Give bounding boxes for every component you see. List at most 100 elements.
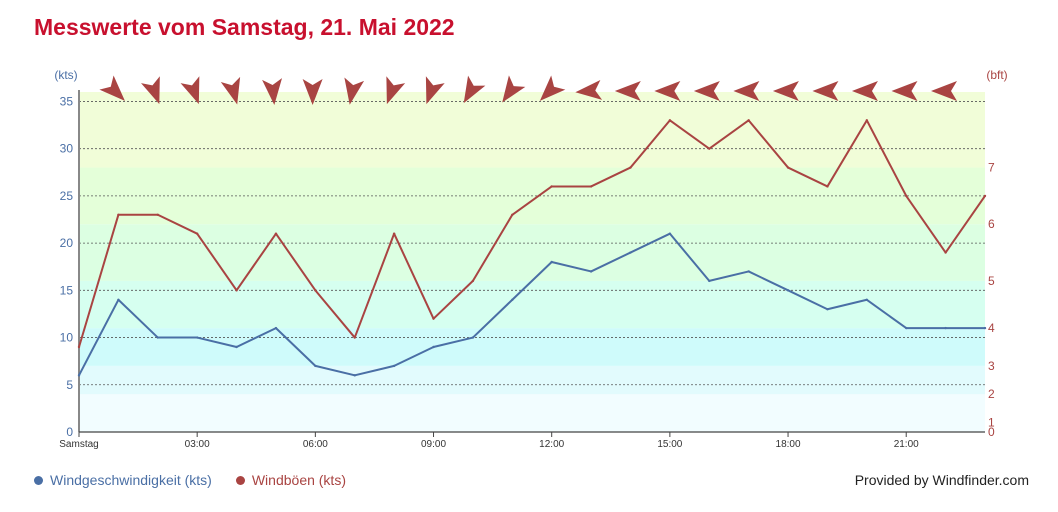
series-line-speed bbox=[78, 232, 985, 377]
data-point-speed bbox=[589, 270, 593, 273]
data-point-speed bbox=[747, 270, 750, 273]
x-tick-label: 03:00 bbox=[185, 439, 210, 450]
data-point-speed bbox=[156, 336, 159, 339]
data-point-speed bbox=[905, 326, 908, 330]
bft-tick-label: 5 bbox=[988, 274, 995, 288]
data-point-speed bbox=[708, 279, 711, 283]
data-point-gusts bbox=[156, 213, 159, 216]
x-tick-label: 12:00 bbox=[539, 439, 564, 450]
wind-arrow-shape bbox=[614, 81, 641, 101]
data-point-speed bbox=[550, 260, 553, 264]
wind-arrow-shape bbox=[891, 81, 918, 101]
background-band bbox=[79, 394, 985, 432]
data-point-gusts bbox=[274, 232, 278, 235]
background-band bbox=[79, 224, 985, 281]
data-point-speed bbox=[314, 364, 317, 368]
wind-arrow-icon bbox=[302, 79, 323, 105]
wind-arrow-shape bbox=[812, 81, 839, 101]
wind-arrow-shape bbox=[386, 76, 406, 105]
bft-tick-label: 0 bbox=[988, 425, 995, 439]
data-point-gusts bbox=[944, 251, 947, 254]
wind-arrow-shape bbox=[502, 75, 526, 103]
wind-arrow-shape bbox=[302, 79, 323, 105]
wind-arrow-shape bbox=[220, 76, 241, 105]
legend-item-speed[interactable]: Windgeschwindigkeit (kts) bbox=[34, 472, 212, 488]
data-point-speed bbox=[274, 326, 278, 330]
data-point-gusts bbox=[629, 166, 632, 169]
wind-arrow-icon bbox=[141, 76, 160, 105]
data-point-speed bbox=[511, 298, 514, 301]
data-point-gusts bbox=[117, 213, 120, 216]
data-point-speed bbox=[353, 374, 356, 377]
background-band bbox=[79, 92, 985, 168]
data-point-speed bbox=[77, 374, 81, 377]
data-point-speed bbox=[195, 336, 199, 339]
wind-arrow-shape bbox=[851, 81, 878, 101]
wind-arrow-icon bbox=[220, 76, 241, 105]
wind-arrow-shape bbox=[99, 75, 125, 101]
data-point-gusts bbox=[826, 185, 829, 188]
background-band bbox=[79, 280, 985, 329]
data-point-speed bbox=[432, 345, 435, 349]
data-point-speed bbox=[944, 326, 947, 330]
wind-arrow-shape bbox=[575, 79, 603, 100]
bft-tick-label: 2 bbox=[988, 387, 995, 401]
data-point-gusts bbox=[747, 119, 750, 122]
wind-arrow-icon bbox=[425, 76, 445, 105]
wind-arrow-icon bbox=[463, 75, 486, 104]
wind-arrow-icon bbox=[99, 75, 125, 101]
data-point-gusts bbox=[786, 166, 790, 169]
data-point-gusts bbox=[77, 345, 81, 349]
wind-arrow-icon bbox=[851, 81, 878, 101]
y-tick-label: 25 bbox=[60, 189, 74, 203]
wind-arrow-shape bbox=[931, 81, 957, 101]
y-tick-label: 15 bbox=[60, 283, 74, 297]
background-band bbox=[79, 365, 985, 395]
bft-tick-label: 6 bbox=[988, 217, 995, 231]
wind-arrow-icon bbox=[344, 77, 365, 105]
x-tick-label: 06:00 bbox=[303, 439, 328, 450]
wind-arrow-shape bbox=[772, 81, 799, 101]
wind-arrow-shape bbox=[539, 75, 566, 101]
data-point-gusts bbox=[195, 232, 199, 235]
wind-arrow-shape bbox=[654, 81, 681, 101]
y-tick-label: 30 bbox=[60, 142, 74, 156]
wind-arrow-shape bbox=[425, 76, 445, 105]
background-band bbox=[79, 328, 985, 366]
data-point-speed bbox=[471, 336, 475, 339]
data-point-gusts bbox=[511, 213, 514, 216]
y-tick-label: 5 bbox=[66, 378, 73, 392]
wind-arrow-icon bbox=[772, 81, 799, 101]
wind-arrow-shape bbox=[693, 81, 720, 101]
legend-dot-speed-icon bbox=[34, 475, 43, 485]
data-point-gusts bbox=[983, 194, 987, 198]
data-point-speed bbox=[235, 345, 238, 349]
data-point-speed bbox=[117, 298, 120, 301]
wind-arrow-icon bbox=[693, 81, 720, 101]
data-point-speed bbox=[865, 298, 869, 301]
wind-arrow-icon bbox=[614, 81, 641, 101]
bft-tick-label: 3 bbox=[988, 359, 995, 373]
bft-tick-label: 4 bbox=[988, 321, 995, 335]
data-point-gusts bbox=[905, 194, 908, 198]
wind-arrow-shape bbox=[141, 76, 160, 105]
legend-dot-gusts-icon bbox=[235, 475, 245, 485]
legend-label-gusts: Windböen (kts) bbox=[251, 472, 346, 488]
data-point-gusts bbox=[471, 279, 475, 283]
series-line-gusts bbox=[78, 119, 986, 348]
wind-arrow-icon bbox=[180, 76, 200, 105]
wind-arrow-icon bbox=[812, 81, 839, 101]
wind-arrow-icon bbox=[575, 79, 603, 100]
x-tick-label: 18:00 bbox=[776, 439, 801, 450]
wind-arrow-shape bbox=[733, 81, 760, 101]
y-tick-label: 10 bbox=[60, 331, 74, 345]
data-point-gusts bbox=[432, 317, 435, 320]
data-point-gusts bbox=[865, 119, 869, 122]
wind-arrow-icon bbox=[733, 81, 760, 101]
data-point-speed bbox=[826, 308, 829, 311]
data-point-speed bbox=[629, 251, 632, 254]
legend-item-gusts[interactable]: Windböen (kts) bbox=[235, 472, 346, 488]
data-point-gusts bbox=[353, 336, 356, 339]
provider-credit: Provided by Windfinder.com bbox=[854, 472, 1029, 488]
legend: Windgeschwindigkeit (kts) Windböen (kts) bbox=[34, 472, 346, 488]
